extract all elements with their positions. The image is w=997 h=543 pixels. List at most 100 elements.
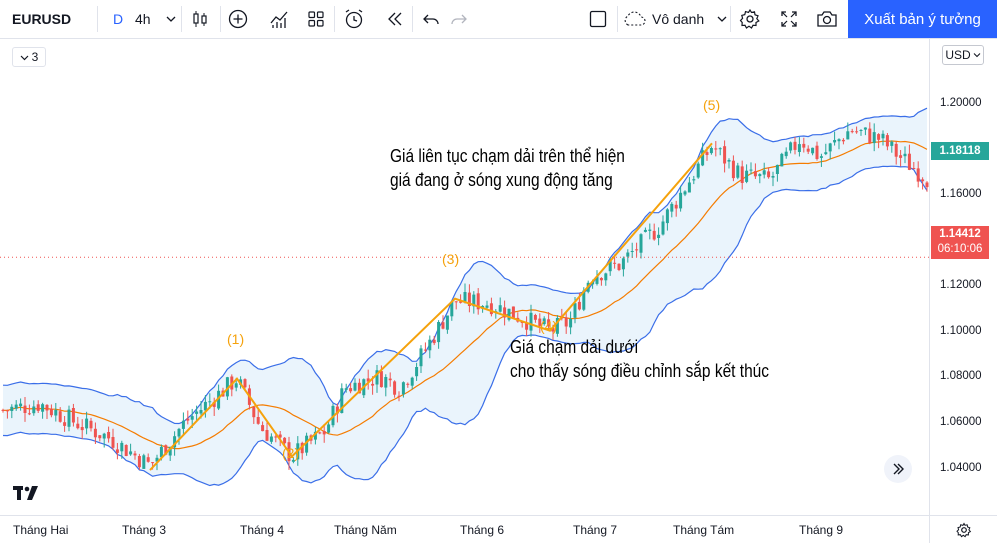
- candle: [630, 242, 634, 258]
- candle: [63, 416, 67, 432]
- candle: [1, 408, 5, 413]
- price-chart[interactable]: [0, 39, 929, 515]
- candle: [797, 137, 801, 157]
- price-tick: 1.04000: [940, 462, 982, 474]
- indicators-icon[interactable]: [224, 5, 252, 33]
- candle: [679, 185, 683, 212]
- candle: [511, 306, 515, 319]
- candle: [841, 138, 845, 145]
- lower-band-line: [2, 165, 928, 487]
- wave-path: [149, 142, 713, 471]
- compare-icon[interactable]: [265, 5, 293, 33]
- candle: [445, 315, 449, 334]
- candle: [415, 362, 419, 381]
- time-tick: Tháng 4: [240, 523, 285, 537]
- candle: [639, 233, 643, 259]
- candle: [683, 190, 687, 197]
- candle: [859, 129, 863, 136]
- candle: [27, 404, 31, 416]
- candle-style-icon[interactable]: [186, 5, 214, 33]
- candle: [771, 171, 775, 187]
- candle: [19, 398, 23, 411]
- candle: [401, 381, 405, 398]
- redo-icon[interactable]: [445, 5, 473, 33]
- undo-icon[interactable]: [417, 5, 445, 33]
- candle: [45, 404, 49, 419]
- candle: [564, 312, 568, 334]
- camera-icon[interactable]: [813, 5, 841, 33]
- candle: [327, 420, 331, 434]
- candle: [441, 315, 445, 330]
- price-tick: 1.08000: [940, 370, 982, 382]
- candle: [54, 402, 58, 422]
- candle: [714, 141, 718, 157]
- candle: [177, 427, 181, 445]
- candle: [503, 300, 507, 326]
- candle: [833, 131, 837, 146]
- candle: [894, 141, 898, 165]
- elliott-wave-lines: [149, 142, 713, 471]
- candle: [146, 453, 150, 463]
- symbol-label: EURUSD: [12, 11, 72, 27]
- candle: [635, 242, 639, 257]
- scroll-to-realtime-button[interactable]: [884, 455, 912, 483]
- currency-button[interactable]: USD: [942, 45, 984, 65]
- interval-button[interactable]: 4h: [135, 11, 151, 27]
- candle: [397, 391, 401, 402]
- chart-pane[interactable]: 3: [0, 39, 929, 515]
- candle: [687, 177, 691, 193]
- fullscreen-icon[interactable]: [775, 5, 803, 33]
- candle: [696, 161, 700, 179]
- candle: [120, 440, 124, 459]
- candle: [467, 284, 471, 313]
- layout-dropdown-chevron-icon[interactable]: [708, 5, 736, 33]
- wave-label-5: (5): [703, 97, 721, 113]
- indicators-collapse-button[interactable]: 3: [12, 47, 46, 67]
- layout-name-button[interactable]: Vô danh: [652, 11, 705, 27]
- candle: [419, 345, 423, 373]
- candle: [921, 177, 925, 190]
- interval-dropdown-chevron-icon[interactable]: [157, 5, 185, 33]
- publish-idea-button[interactable]: Xuất bản ý tưởng: [848, 0, 997, 38]
- candle: [529, 304, 533, 337]
- time-axis[interactable]: Tháng Hai Tháng 3 Tháng 4 Tháng Năm Thán…: [0, 515, 929, 543]
- price-tick: 1.20000: [940, 97, 982, 109]
- price-axis[interactable]: USD 1.20000 1.16000 1.12000 1.10000 1.08…: [929, 39, 997, 515]
- candle: [762, 162, 766, 179]
- symbol-search-button[interactable]: EURUSD: [12, 0, 71, 38]
- candle: [789, 141, 793, 154]
- candle: [133, 450, 137, 460]
- candle: [709, 146, 713, 155]
- candle: [498, 297, 502, 313]
- candle: [819, 153, 823, 167]
- candle: [476, 288, 480, 315]
- time-tick: Tháng 7: [573, 523, 618, 537]
- layout-square-icon[interactable]: [584, 5, 612, 33]
- candle: [916, 161, 920, 188]
- candle: [283, 437, 287, 446]
- candle: [428, 335, 432, 359]
- candle: [463, 283, 467, 304]
- candle: [322, 424, 326, 443]
- candle: [604, 272, 608, 286]
- candle: [863, 127, 867, 136]
- candle: [731, 155, 735, 182]
- candle: [388, 372, 392, 387]
- settings-icon[interactable]: [736, 5, 764, 33]
- replay-icon[interactable]: [381, 5, 409, 33]
- candle: [93, 422, 97, 444]
- templates-icon[interactable]: [302, 5, 330, 33]
- interval-favorite[interactable]: D: [113, 11, 124, 27]
- candle: [252, 406, 256, 424]
- candle: [318, 431, 322, 435]
- candle: [85, 411, 89, 435]
- candle: [344, 383, 348, 393]
- candle: [243, 378, 247, 389]
- chevron-down-icon: [973, 53, 981, 58]
- candle: [815, 141, 819, 161]
- last-price-tag: 1.18118: [931, 142, 989, 160]
- candle: [692, 175, 696, 185]
- candle: [538, 313, 542, 333]
- axis-settings-button[interactable]: [929, 515, 997, 543]
- alert-icon[interactable]: [340, 5, 368, 33]
